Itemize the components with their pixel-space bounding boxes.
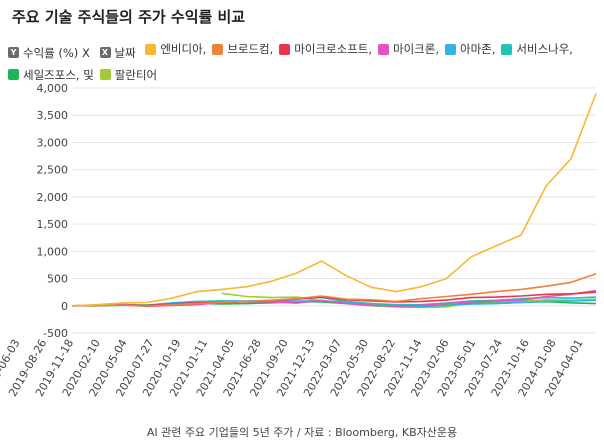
y-tick-label: 1,000 [37,245,69,258]
legend-y-axis[interactable]: Y 수익률 (%) X [8,42,90,64]
legend-y-label: 수익률 (%) X [23,45,90,60]
y-tick-label: 2,000 [37,191,69,204]
series-line-1[interactable] [71,272,597,308]
legend-swatch-icon [501,43,513,55]
legend-swatch-icon [378,43,390,55]
legend-item-1[interactable]: 브로드컴, [212,38,273,60]
y-tick-label: 1,500 [37,218,69,231]
y-tick-label: 4,000 [37,82,69,95]
legend-item-5[interactable]: 서비스나우, [501,38,573,60]
legend-series-list: 엔비디아, 브로드컴, 마이크로소프트, 마이크론, 아마존, 서비스나우, 세일즈포스, … [8,42,579,86]
legend-item-7[interactable]: 팔란티어 [99,64,158,86]
legend-swatch-icon [145,43,157,55]
legend-label: 팔란티어 [114,67,158,82]
legend-swatch-icon [8,69,19,80]
legend-swatch-icon [279,43,291,55]
legend-label: 서비스나우, [516,42,573,56]
legend-label: 마이크로소프트, [294,42,373,56]
legend-x-axis[interactable]: X 날짜 [99,42,136,64]
series-lines [71,93,597,309]
legend-swatch-icon [445,43,456,55]
legend-swatch-icon [99,69,111,80]
legend-label: 아마존, [460,42,496,56]
grid-lines [72,87,596,334]
y-tick-label: -500 [43,327,68,340]
legend-item-0[interactable]: 엔비디아, [145,38,206,60]
legend-item-3[interactable]: 마이크론, [378,38,439,60]
legend-x-label: 날짜 [114,45,136,60]
series-line-0[interactable] [71,93,597,307]
chart-legend: Y 수익률 (%) X X 날짜 엔비디아, 브로드컴, 마이크로소프트, 마이크론,… [8,38,598,87]
legend-label: 엔비디아, [160,42,207,56]
x-axis-ticks: 2019-06-032019-08-262019-11-182020-02-10… [0,337,586,399]
legend-item-4[interactable]: 아마존, [445,38,495,60]
y-tick-label: 2,500 [37,164,69,177]
chart-title: 주요 기술 주식들의 주가 수익률 비교 [12,8,246,26]
y-tick-label: 3,500 [37,109,69,122]
y-tick-label: 500 [47,273,68,286]
legend-item-2[interactable]: 마이크로소프트, [279,38,372,60]
legend-label: 브로드컴, [227,42,274,56]
legend-item-6[interactable]: 세일즈포스, 및 [8,64,94,86]
y-axis-chip-icon: Y [8,47,19,58]
legend-label: 세일즈포스, 및 [23,67,94,82]
source-caption: AI 관련 주요 기업들의 5년 주가 / 자료 : Bloomberg, KB… [146,426,458,439]
y-tick-label: 3,000 [37,136,69,149]
y-axis-ticks: -500 0 500 1,000 1,500 2,000 2,500 3,000 3,500 4,… [37,82,69,340]
legend-label: 마이크론, [393,42,439,56]
y-tick-label: 0 [61,300,68,313]
x-axis-chip-icon: X [99,47,111,58]
legend-swatch-icon [212,43,224,55]
